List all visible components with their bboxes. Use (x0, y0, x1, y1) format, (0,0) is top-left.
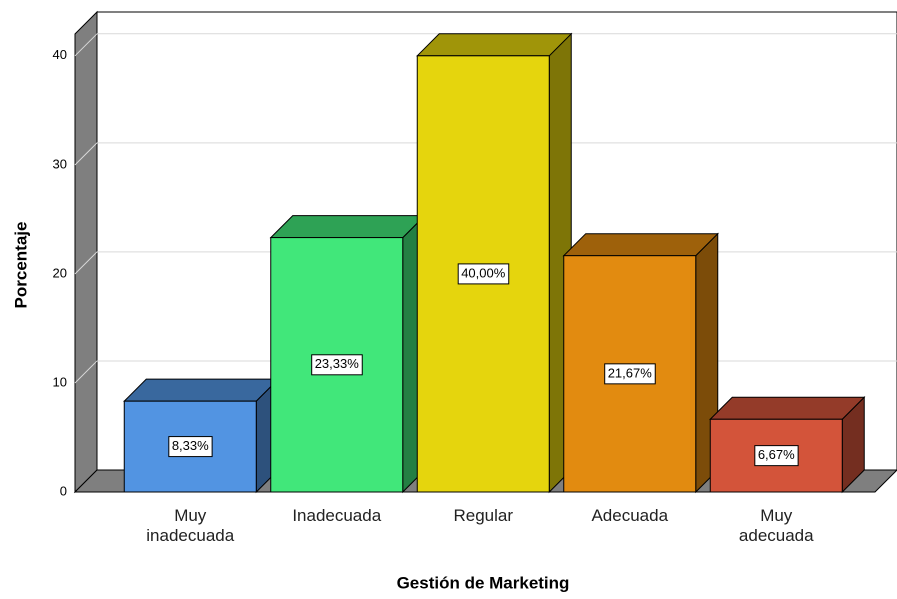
y-tick-label: 0 (60, 483, 67, 498)
value-label-box (754, 445, 799, 467)
value-label: 8,33% (172, 438, 209, 453)
value-label-box (457, 263, 510, 285)
bar-top (709, 396, 866, 420)
y-tick-label: 40 (53, 47, 67, 62)
bar-top (123, 378, 280, 402)
value-label-box (168, 436, 213, 458)
x-axis-title: Gestión de Marketing (397, 573, 570, 592)
x-tick-label: Muy adecuada (738, 506, 814, 545)
grid-line (74, 142, 98, 166)
value-label: 23,33% (315, 356, 360, 371)
grid-line (74, 33, 98, 57)
value-label-box (604, 363, 656, 385)
x-tick-label: Muy inadecuada (146, 506, 235, 545)
left-wall (74, 10, 98, 494)
bar-top (416, 33, 573, 57)
x-tick-label: Regular (453, 506, 514, 525)
y-tick-label: 10 (53, 374, 67, 389)
y-axis-title: Porcentaje (11, 222, 30, 309)
grid-line (74, 251, 98, 275)
value-label: 6,67% (758, 447, 795, 462)
bar-top (269, 215, 426, 239)
x-tick-label: Inadecuada (292, 506, 382, 525)
grid-line (74, 360, 98, 384)
y-tick-label: 20 (53, 265, 67, 280)
x-tick-label: Adecuada (591, 506, 669, 525)
y-tick-label: 30 (53, 156, 67, 171)
bar-top (562, 233, 719, 257)
value-label: 21,67% (608, 365, 653, 380)
value-label-box (311, 354, 363, 376)
value-label: 40,00% (461, 265, 506, 280)
